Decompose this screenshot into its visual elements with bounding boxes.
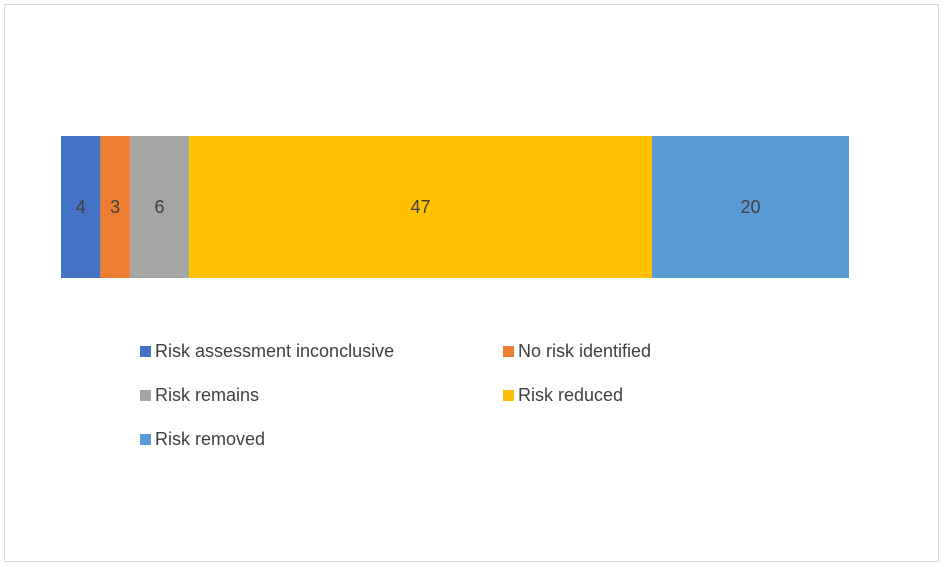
bar-segment-3 bbox=[129, 136, 190, 278]
legend-item: Risk reduced bbox=[503, 384, 723, 406]
legend-label: Risk reduced bbox=[518, 384, 624, 405]
bar-segment-4 bbox=[189, 136, 653, 278]
bar-segment-1 bbox=[61, 136, 101, 278]
chart-legend: Risk assessment inconclusive No risk iden… bbox=[140, 340, 740, 450]
legend-swatch-icon bbox=[503, 345, 514, 357]
legend-item: Risk removed bbox=[140, 428, 503, 450]
legend-swatch-icon bbox=[140, 389, 151, 401]
legend-item: No risk identified bbox=[503, 340, 723, 362]
legend-label: No risk identified bbox=[518, 340, 652, 361]
chart-frame bbox=[4, 4, 939, 562]
data-label-2: 3 bbox=[110, 197, 120, 217]
data-label-1: 4 bbox=[76, 197, 86, 217]
legend-label: Risk removed bbox=[155, 428, 266, 449]
legend-swatch-icon bbox=[140, 433, 151, 445]
legend-label: Risk remains bbox=[155, 384, 260, 405]
data-label-3: 6 bbox=[154, 197, 164, 217]
legend-item: Risk remains bbox=[140, 384, 503, 406]
legend-swatch-icon bbox=[503, 389, 514, 401]
data-label-4: 47 bbox=[411, 197, 431, 217]
bar-segment-5 bbox=[652, 136, 849, 278]
legend-item: Risk assessment inconclusive bbox=[140, 340, 503, 362]
legend-swatch-icon bbox=[140, 345, 151, 357]
legend-label: Risk assessment inconclusive bbox=[155, 340, 395, 361]
bar-segment-2 bbox=[100, 136, 130, 278]
data-label-5: 20 bbox=[740, 197, 760, 217]
